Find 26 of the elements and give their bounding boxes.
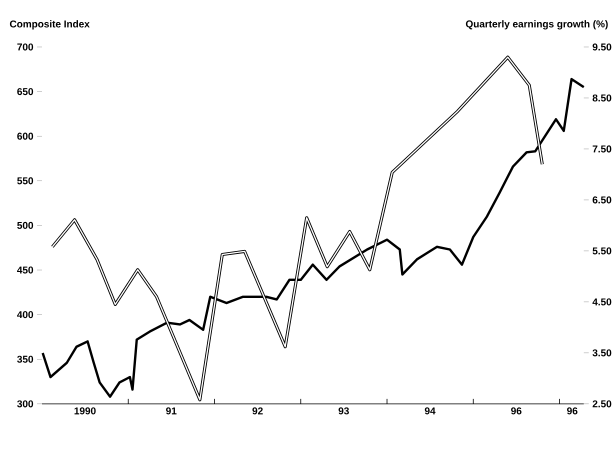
y2-tick-label: 7.50 bbox=[592, 146, 612, 153]
y-tick-label: 350 bbox=[17, 356, 34, 363]
y-tick-label: 450 bbox=[17, 266, 34, 274]
x-tick-label: 93 bbox=[338, 407, 349, 415]
y2-axis-title: Quarterly earnings growth (%) bbox=[466, 20, 608, 30]
y-axis-title: Composite Index bbox=[10, 20, 90, 30]
x-tick-label: 92 bbox=[252, 407, 263, 414]
y2-tick-label: 9.50 bbox=[592, 44, 612, 51]
y-tick-label: 300 bbox=[17, 400, 34, 408]
x-tick-label: 94 bbox=[424, 407, 436, 414]
y2-tick-label: 4.50 bbox=[592, 298, 612, 306]
y2-tick-label: 3.50 bbox=[592, 349, 612, 356]
y-tick-label: 500 bbox=[17, 222, 34, 230]
y-tick-label: 600 bbox=[17, 132, 34, 140]
y-tick-label: 400 bbox=[17, 311, 34, 318]
y2-tick-label: 2.50 bbox=[592, 400, 612, 408]
x-tick-label: 91 bbox=[166, 407, 177, 414]
y2-tick-label: 6.50 bbox=[592, 196, 612, 204]
y-tick-label: 700 bbox=[17, 44, 34, 51]
y-tick-label: 650 bbox=[17, 88, 34, 96]
y2-tick-label: 5.50 bbox=[592, 247, 612, 255]
x-tick-label: 96 bbox=[511, 407, 522, 414]
x-tick-label: 96 bbox=[567, 407, 578, 414]
x-tick-label: 1990 bbox=[74, 407, 96, 414]
y2-tick-label: 8.50 bbox=[592, 94, 612, 102]
y-tick-label: 550 bbox=[17, 177, 34, 184]
